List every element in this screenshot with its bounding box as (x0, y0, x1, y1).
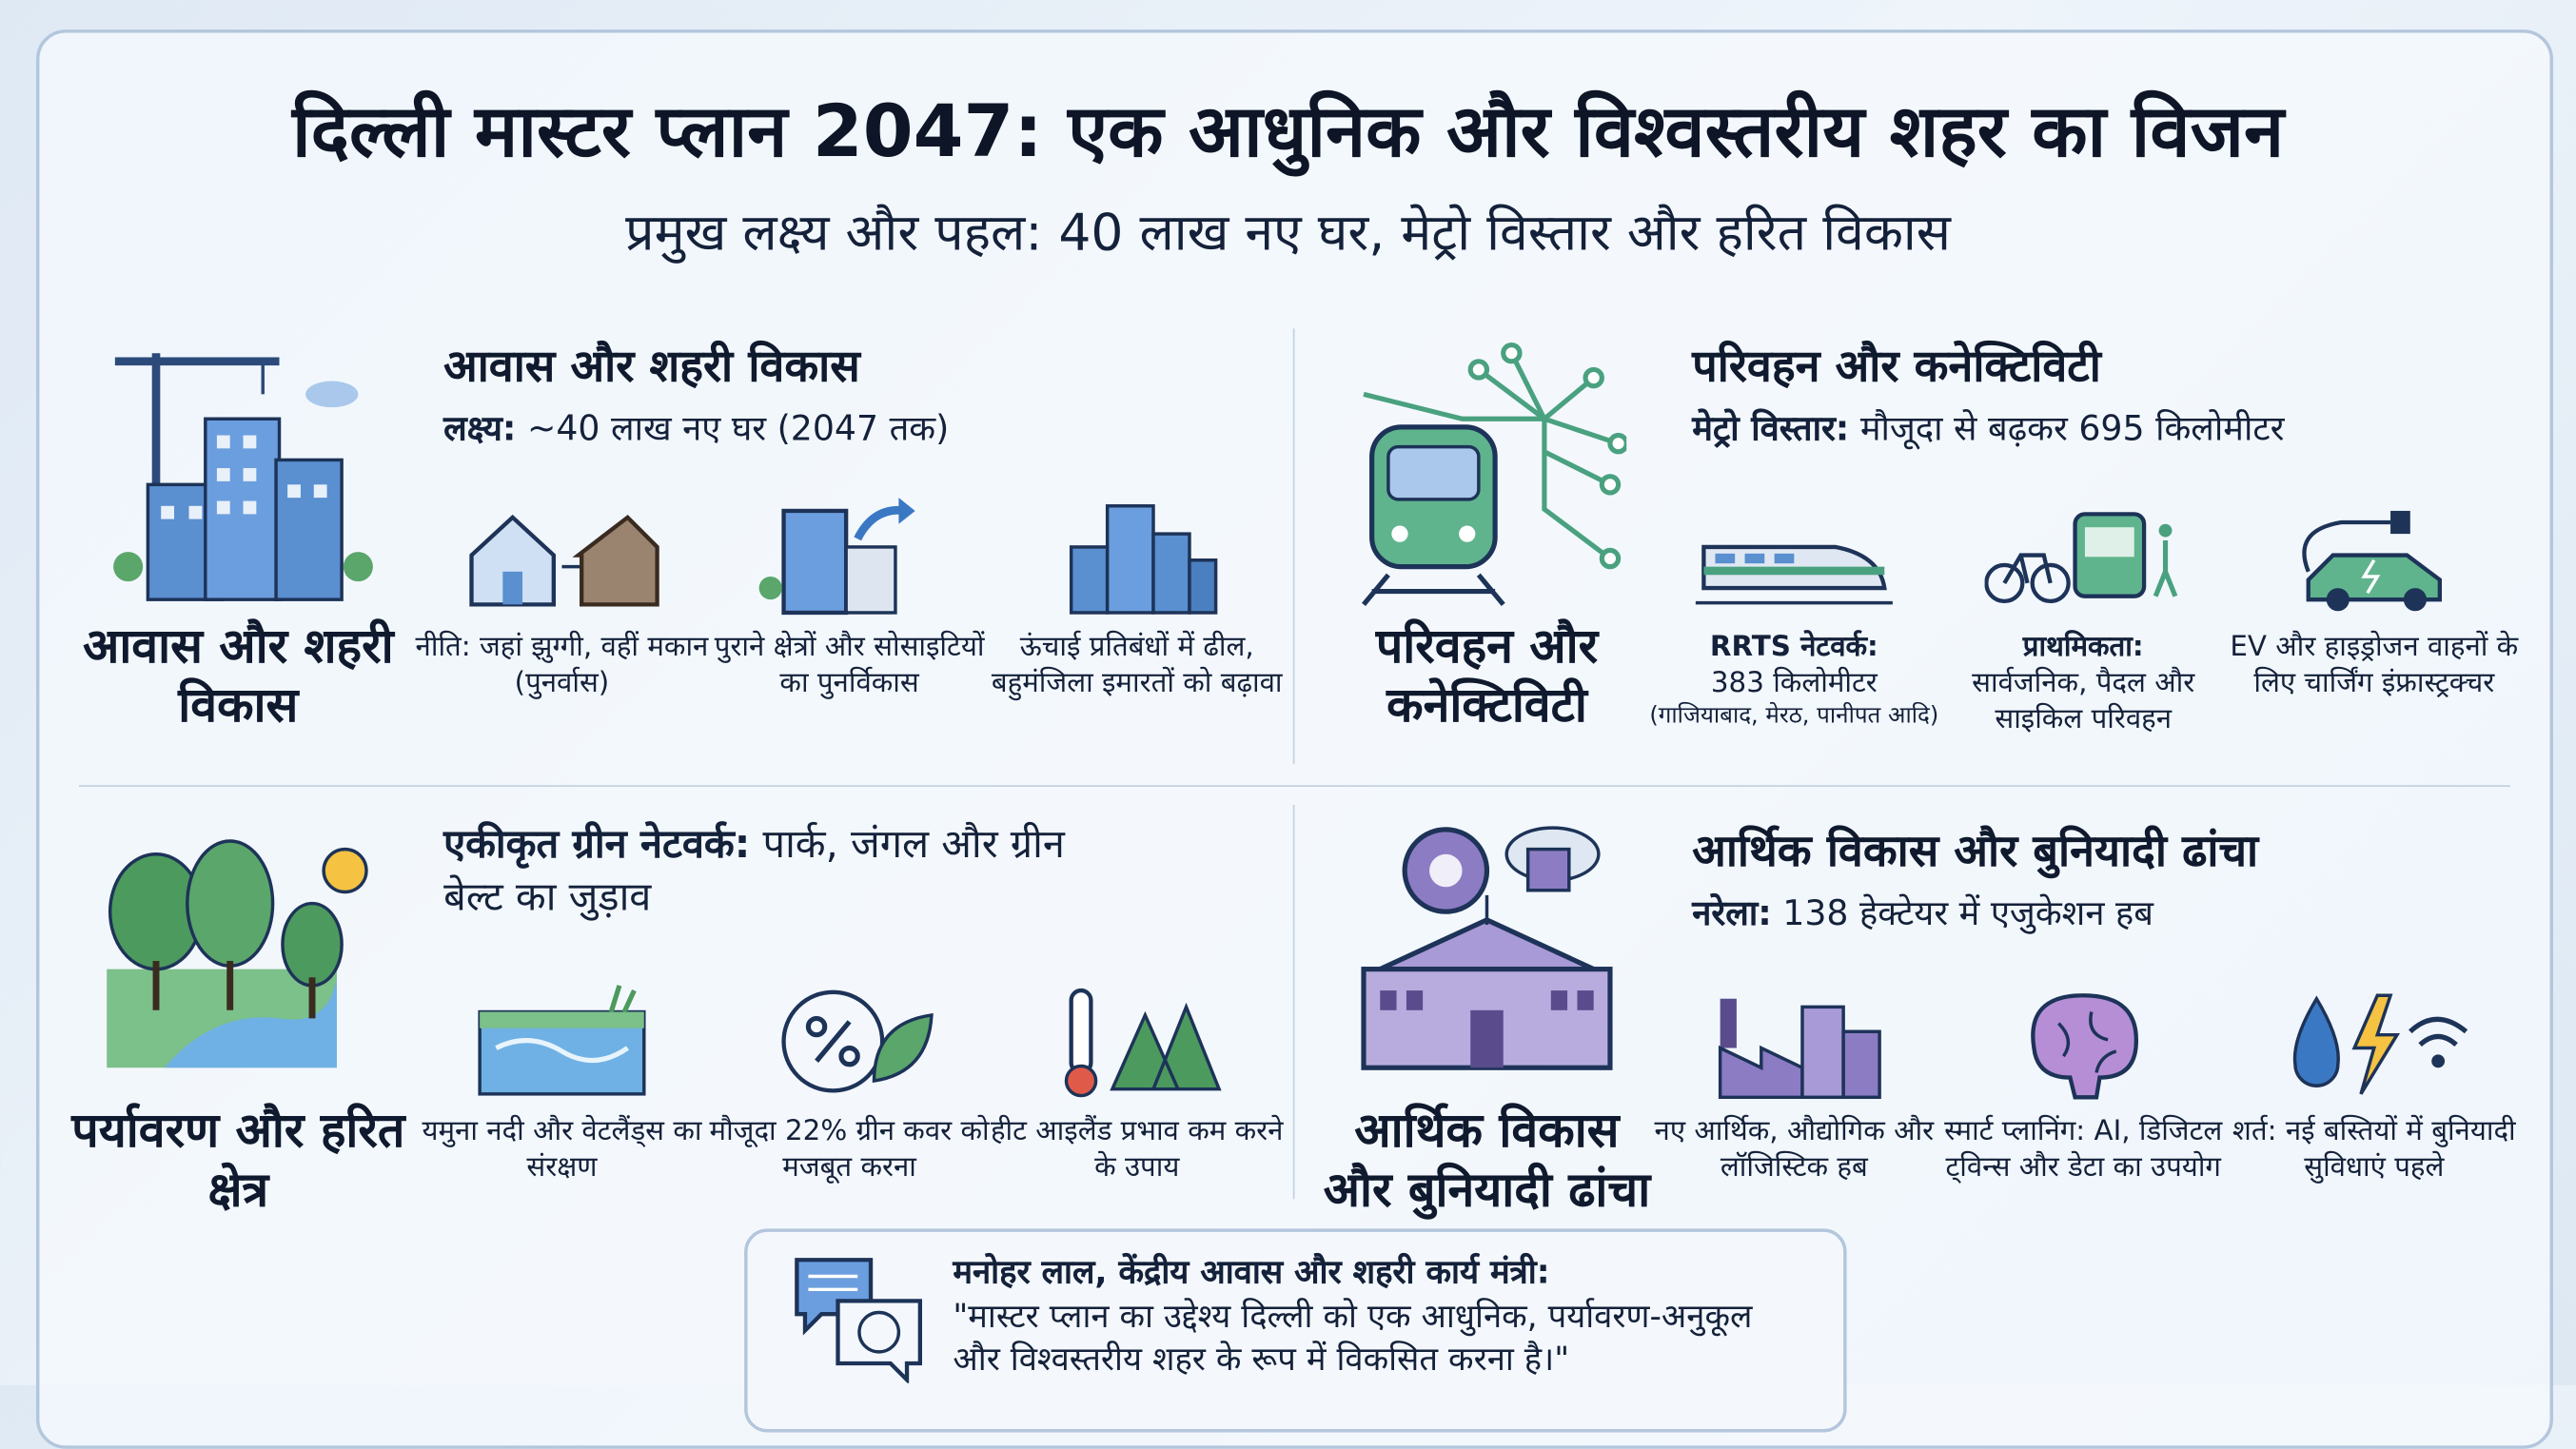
quote-icon (795, 1258, 922, 1383)
lead-label: एकीकृत ग्रीन नेटवर्क: (443, 821, 751, 868)
lead-text: ~40 लाख नए घर (2047 तक) (526, 408, 950, 449)
item-icon (478, 985, 646, 1096)
section: परिवहन और कनेक्टिविटी परिवहन और कनेक्टिव… (1314, 321, 2530, 773)
item-note: (गाजियाबाद, मेरठ, पानीपत आदि) (1649, 703, 1939, 730)
lead-label: लक्ष्य: (443, 408, 517, 449)
divider (1292, 804, 1295, 1200)
item-icon (1069, 504, 1218, 615)
item-icon (469, 514, 659, 607)
item: मौजूदा 22% ग्रीन कवर को मजबूत करना (701, 982, 997, 1185)
item-caption: हीट आइलैंड प्रभाव कम करने के उपाय (990, 1115, 1284, 1185)
item: RRTS नेटवर्क: 383 किलोमीटर (गाजियाबाद, मेर… (1646, 498, 1942, 732)
divider (1292, 328, 1295, 764)
quote-text: "मास्टर प्लान का उद्देश्य दिल्ली को एक आ… (953, 1296, 1753, 1379)
lead-label: मेट्रो विस्तार: (1692, 408, 1850, 449)
section-lead: लक्ष्य: ~40 लाख नए घर (2047 तक) (443, 405, 949, 451)
environment-icon (107, 839, 368, 1068)
section-label: पर्यावरण और हरित क्षेत्र (71, 1102, 405, 1218)
item-icon (781, 989, 934, 1093)
item-caption: स्मार्ट प्लानिंग: AI, डिजिटल ट्विन्स और … (1944, 1115, 2223, 1185)
section-lead: मेट्रो विस्तार: मौजूदा से बढ़कर 695 किलो… (1692, 405, 2284, 451)
item: पुराने क्षेत्रों और सोसाइटियों का पुनर्व… (701, 498, 997, 701)
item-caption: मौजूदा 22% ग्रीन कवर को मजबूत करना (709, 1115, 990, 1185)
item: शर्त: नई बस्तियों में बुनियादी सुविधाएं … (2226, 982, 2522, 1185)
item-icon (1695, 544, 1893, 605)
item-icon (2302, 510, 2443, 612)
section-heading: आर्थिक विकास और बुनियादी ढांचा (1692, 826, 2259, 877)
item-caption: यमुना नदी और वेटलैंड्स का संरक्षण (422, 1115, 702, 1185)
item-caption: नए आर्थिक, औद्योगिक और लॉजिस्टिक हब (1654, 1115, 1935, 1185)
section: पर्यावरण और हरित क्षेत्र एकीकृत ग्रीन ने… (66, 805, 1285, 1257)
item: हीट आइलैंड प्रभाव कम करने के उपाय (989, 982, 1285, 1185)
item-label: RRTS नेटवर्क: (1709, 630, 1878, 664)
section-label: परिवहन और कनेक्टिविटी (1375, 617, 1599, 734)
item-label: प्राथमिकता: (2022, 630, 2144, 664)
item: यमुना नदी और वेटलैंड्स का संरक्षण (414, 982, 710, 1185)
item-caption: RRTS नेटवर्क: 383 किलोमीटर (गाजियाबाद, मेर… (1646, 629, 1942, 732)
subtitle: प्रमुख लक्ष्य और पहल: 40 लाख नए घर, मेट्… (625, 204, 1951, 264)
infographic: दिल्ली मास्टर प्लान 2047: एक आधुनिक और व… (35, 29, 2553, 1449)
item-text: 383 किलोमीटर (1710, 667, 1878, 700)
divider (78, 785, 2511, 787)
section: आवास और शहरी विकास आवास और शहरी विकास लक… (66, 321, 1282, 773)
title: दिल्ली मास्टर प्लान 2047: एक आधुनिक और व… (291, 89, 2285, 175)
lead-text: 138 हेक्टेयर में एजुकेशन हब (1782, 893, 2153, 933)
item: नीति: जहां झुग्गी, वहीं मकान (पुनर्वास) (414, 498, 710, 701)
section: आर्थिक विकास और बुनियादी ढांचा आर्थिक वि… (1314, 805, 2530, 1257)
item-icon (2292, 993, 2468, 1095)
quote-box: मनोहर लाल, केंद्रीय आवास और शहरी कार्य म… (744, 1228, 1847, 1433)
item: स्मार्ट प्लानिंग: AI, डिजिटल ट्विन्स और … (1936, 982, 2232, 1185)
quote-speaker: मनोहर लाल, केंद्रीय आवास और शहरी कार्य म… (953, 1251, 1550, 1292)
transport-icon (1362, 342, 1627, 607)
section-label: आवास और शहरी विकास (83, 617, 394, 734)
section-heading: परिवहन और कनेक्टिविटी (1692, 342, 2101, 393)
section-lead: एकीकृत ग्रीन नेटवर्क: पार्क, जंगल और ग्र… (443, 818, 1133, 925)
section-lead: नरेला: 138 हेक्टेयर में एजुकेशन हब (1692, 891, 2153, 936)
item-caption: शर्त: नई बस्तियों में बुनियादी सुविधाएं … (2232, 1115, 2516, 1185)
item: नए आर्थिक, औद्योगिक और लॉजिस्टिक हब (1646, 982, 1942, 1185)
item-icon (1064, 988, 1222, 1098)
item-icon (2031, 993, 2139, 1100)
item-caption: नीति: जहां झुग्गी, वहीं मकान (पुनर्वास) (415, 630, 709, 700)
item-caption: ऊंचाई प्रतिबंधों में ढील, बहुमंजिला इमार… (991, 630, 1283, 700)
item-caption: पुराने क्षेत्रों और सोसाइटियों का पुनर्व… (714, 630, 985, 700)
item-text: सार्वजनिक, पैदल और साइकिल परिवहन (1972, 667, 2195, 736)
item: EV और हाइड्रोजन वाहनों के लिए चार्जिंग इ… (2226, 498, 2522, 701)
item-icon (1718, 998, 1881, 1100)
item-icon (1984, 512, 2178, 604)
section-label: आर्थिक विकास और बुनियादी ढांचा (1323, 1102, 1651, 1218)
item: प्राथमिकता: सार्वजनिक, पैदल और साइकिल परि… (1936, 498, 2232, 738)
housing-icon (113, 353, 373, 601)
item-caption: EV और हाइड्रोजन वाहनों के लिए चार्जिंग इ… (2230, 630, 2519, 700)
lead-text: मौजूदा से बढ़कर 695 किलोमीटर (1859, 408, 2285, 449)
item-caption: प्राथमिकता: सार्वजनिक, पैदल और साइकिल परि… (1936, 629, 2232, 737)
lead-text: पार्क, जंगल और ग्रीन बेल्ट का जुड़ाव (443, 821, 1065, 921)
item: ऊंचाई प्रतिबंधों में ढील, बहुमंजिला इमार… (989, 498, 1285, 701)
lead-label: नरेला: (1692, 893, 1772, 933)
section-heading: आवास और शहरी विकास (443, 342, 860, 393)
economy-icon (1361, 826, 1613, 1070)
item-icon (758, 498, 915, 616)
